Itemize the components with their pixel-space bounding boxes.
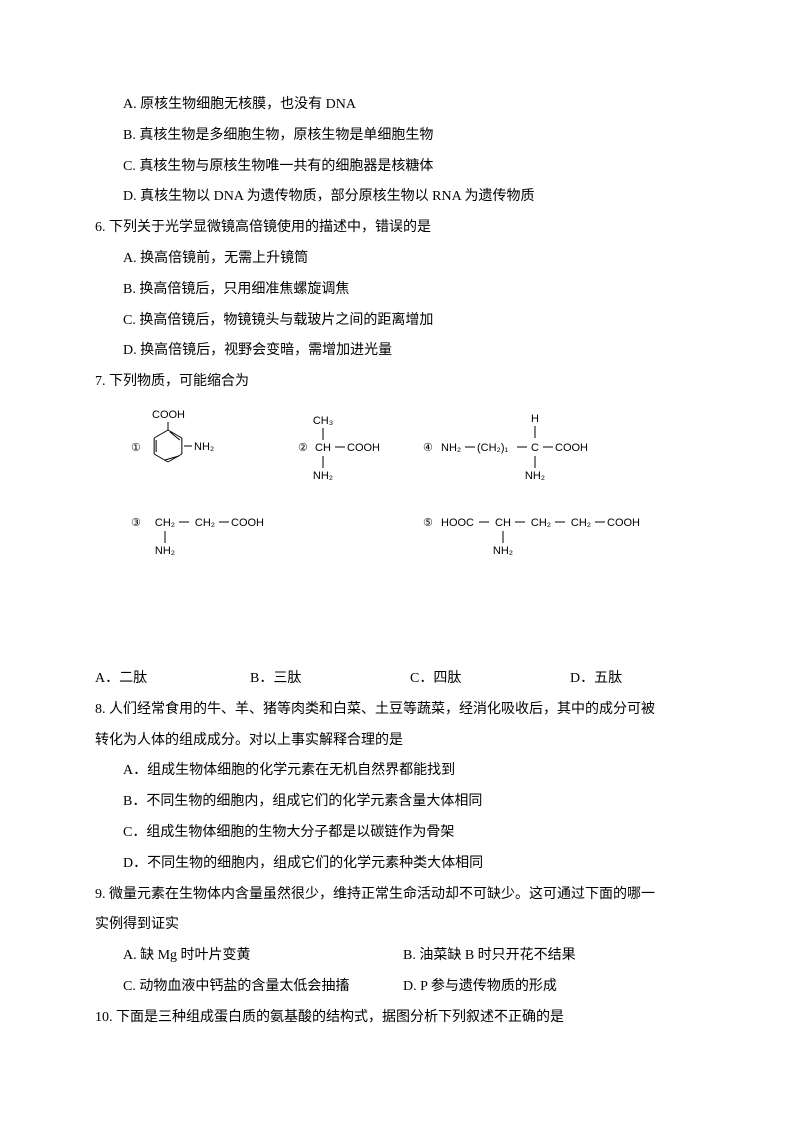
q9-stem-1: 9. 微量元素在生物体内含量虽然很少，维持正常生命活动却不可缺少。这可通过下面的… [95, 880, 705, 911]
spacer [95, 574, 705, 664]
svg-text:COOH: COOH [152, 409, 185, 421]
q7-option-d: D．五肽 [570, 664, 700, 695]
svg-text:CH: CH [495, 517, 511, 529]
q9-options-row-2: C. 动物血液中钙盐的含量太低会抽搐 D. P 参与遗传物质的形成 [95, 972, 705, 1003]
svg-text:CH₂: CH₂ [155, 517, 175, 529]
svg-text:②: ② [298, 442, 308, 454]
svg-text:CH₂: CH₂ [571, 517, 591, 529]
q9-stem-2: 实例得到证实 [95, 910, 705, 941]
q7-stem: 7. 下列物质，可能缩合为 [95, 367, 705, 398]
svg-text:④: ④ [423, 442, 433, 454]
svg-text:⑤: ⑤ [423, 517, 433, 529]
svg-text:COOH: COOH [231, 517, 264, 529]
q8-stem-1: 8. 人们经常食用的牛、羊、猪等肉类和白菜、土豆等蔬菜，经消化吸收后，其中的成分… [95, 695, 705, 726]
svg-text:CH₂: CH₂ [195, 517, 215, 529]
q5-option-d: D. 真核生物以 DNA 为遗传物质，部分原核生物以 RNA 为遗传物质 [95, 182, 705, 213]
svg-text:CH: CH [315, 442, 331, 454]
svg-text:③: ③ [131, 517, 141, 529]
q7-chemical-structures: ①COOHNH₂②CH₃CHCOOHNH₂④NH₂(CH₂)₁CHNH₂COOH… [95, 398, 705, 574]
q8-option-d: D．不同生物的细胞内，组成它们的化学元素种类大体相同 [95, 849, 705, 880]
svg-text:NH₂: NH₂ [525, 470, 545, 482]
q8-option-a: A．组成生物体细胞的化学元素在无机自然界都能找到 [95, 756, 705, 787]
svg-text:①: ① [131, 442, 141, 454]
svg-text:C: C [531, 442, 539, 454]
q5-option-a: A. 原核生物细胞无核膜，也没有 DNA [95, 90, 705, 121]
q8-option-c: C．组成生物体细胞的生物大分子都是以碳链作为骨架 [95, 818, 705, 849]
svg-text:NH₂: NH₂ [441, 442, 461, 454]
svg-text:CH₂: CH₂ [531, 517, 551, 529]
q8-option-b: B．不同生物的细胞内，组成它们的化学元素含量大体相同 [95, 787, 705, 818]
q8-stem-2: 转化为人体的组成成分。对以上事实解释合理的是 [95, 726, 705, 757]
q10-stem: 10. 下面是三种组成蛋白质的氨基酸的结构式，据图分析下列叙述不正确的是 [95, 1003, 705, 1034]
q6-option-c: C. 换高倍镜后，物镜镜头与载玻片之间的距离增加 [95, 306, 705, 337]
q6-option-b: B. 换高倍镜后，只用细准焦螺旋调焦 [95, 275, 705, 306]
q7-option-a: A．二肽 [95, 664, 250, 695]
q5-option-b: B. 真核生物是多细胞生物，原核生物是单细胞生物 [95, 121, 705, 152]
q9-option-a: A. 缺 Mg 时叶片变黄 [123, 941, 403, 972]
q6-option-a: A. 换高倍镜前，无需上升镜筒 [95, 244, 705, 275]
svg-text:NH₂: NH₂ [155, 545, 175, 557]
q7-options-row: A．二肽 B．三肽 C．四肽 D．五肽 [95, 664, 705, 695]
svg-text:H: H [531, 413, 539, 425]
q9-option-d: D. P 参与遗传物质的形成 [403, 972, 663, 1003]
svg-text:CH₃: CH₃ [313, 415, 333, 427]
svg-text:NH₂: NH₂ [194, 441, 214, 453]
q9-options-row-1: A. 缺 Mg 时叶片变黄 B. 油菜缺 B 时只开花不结果 [95, 941, 705, 972]
svg-text:(CH₂)₁: (CH₂)₁ [477, 442, 508, 454]
svg-text:COOH: COOH [607, 517, 640, 529]
q7-option-b: B．三肽 [250, 664, 410, 695]
svg-text:NH₂: NH₂ [313, 470, 333, 482]
q9-option-c: C. 动物血液中钙盐的含量太低会抽搐 [123, 972, 403, 1003]
q6-option-d: D. 换高倍镜后，视野会变暗，需增加进光量 [95, 336, 705, 367]
svg-text:COOH: COOH [347, 442, 380, 454]
q6-stem: 6. 下列关于光学显微镜高倍镜使用的描述中，错误的是 [95, 213, 705, 244]
svg-text:NH₂: NH₂ [493, 545, 513, 557]
q7-option-c: C．四肽 [410, 664, 570, 695]
q9-option-b: B. 油菜缺 B 时只开花不结果 [403, 941, 663, 972]
q5-option-c: C. 真核生物与原核生物唯一共有的细胞器是核糖体 [95, 152, 705, 183]
svg-text:COOH: COOH [555, 442, 588, 454]
svg-text:HOOC: HOOC [441, 517, 474, 529]
